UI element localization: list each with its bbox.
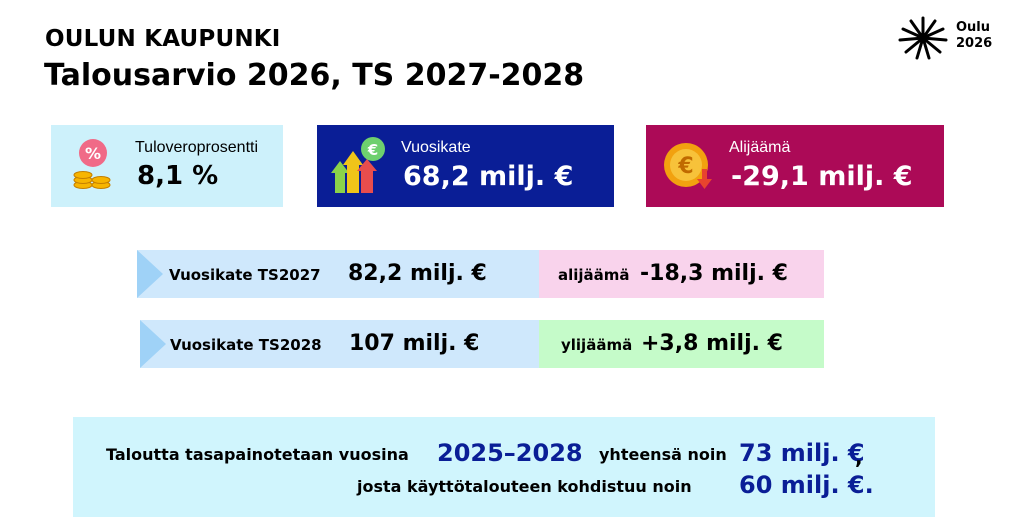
summary-comma: , — [855, 445, 863, 469]
plan-row-left — [137, 250, 539, 298]
tax-rate-value: 8,1 % — [137, 161, 219, 191]
plan-value: 107 milj. € — [349, 331, 480, 356]
page-title: Talousarvio 2026, TS 2027-2028 — [44, 58, 585, 93]
vuosikate-value: 68,2 milj. € — [403, 161, 574, 192]
summary-total-amount: 73 milj. € — [739, 439, 865, 467]
euro-coin-down-icon: € — [664, 143, 712, 189]
chevron-right-icon — [140, 320, 166, 368]
logo-line-2: 2026 — [956, 36, 993, 51]
chevron-right-icon — [137, 250, 163, 298]
svg-text:€: € — [367, 141, 378, 159]
plan-row-left — [140, 320, 539, 368]
summary-line1-text2: yhteensä noin — [599, 445, 727, 464]
alijaama-value: -29,1 milj. € — [731, 161, 913, 192]
tax-rate-label: Tuloveroprosentti — [135, 139, 259, 156]
growth-arrows-euro-icon: € — [331, 137, 385, 193]
balancing-summary-box: Taloutta tasapainotetaan vuosina 2025–20… — [73, 417, 935, 517]
plan-row-2028: Vuosikate TS2028 107 milj. € ylijäämä +3… — [140, 320, 824, 368]
summary-line1-text: Taloutta tasapainotetaan vuosina — [106, 445, 409, 464]
plan-result-value: +3,8 milj. € — [641, 331, 783, 356]
plan-value: 82,2 milj. € — [348, 261, 487, 286]
alijaama-label: Alijäämä — [729, 139, 791, 156]
plan-row-2027: Vuosikate TS2027 82,2 milj. € alijäämä -… — [137, 250, 824, 298]
oulu-snowflake-icon — [898, 16, 948, 60]
plan-result-value: -18,3 milj. € — [640, 261, 788, 286]
vuosikate-label: Vuosikate — [401, 139, 471, 156]
plan-result-box: ylijäämä +3,8 milj. € — [539, 320, 824, 368]
logo-text: Oulu 2026 — [956, 20, 992, 52]
svg-text:%: % — [85, 144, 101, 163]
oulu-2026-logo: Oulu 2026 — [898, 16, 998, 60]
percent-coins-icon: % — [73, 139, 111, 189]
alijaama-card: € Alijäämä -29,1 milj. € — [646, 125, 944, 207]
logo-line-1: Oulu — [956, 20, 991, 35]
tax-rate-card: % Tuloveroprosentti 8,1 % — [51, 125, 283, 207]
plan-label: Vuosikate TS2028 — [170, 336, 322, 354]
summary-line2-text: josta käyttötalouteen kohdistuu noin — [357, 477, 692, 496]
plan-label: Vuosikate TS2027 — [169, 266, 321, 284]
plan-result-box: alijäämä -18,3 milj. € — [539, 250, 824, 298]
summary-operating-amount: 60 milj. €. — [739, 471, 874, 499]
plan-result-label: alijäämä — [558, 266, 630, 284]
vuosikate-card: € Vuosikate 68,2 milj. € — [317, 125, 614, 207]
summary-years: 2025–2028 — [437, 439, 583, 467]
organization-name: OULUN KAUPUNKI — [45, 26, 281, 52]
svg-text:€: € — [677, 154, 693, 179]
plan-result-label: ylijäämä — [561, 336, 633, 354]
